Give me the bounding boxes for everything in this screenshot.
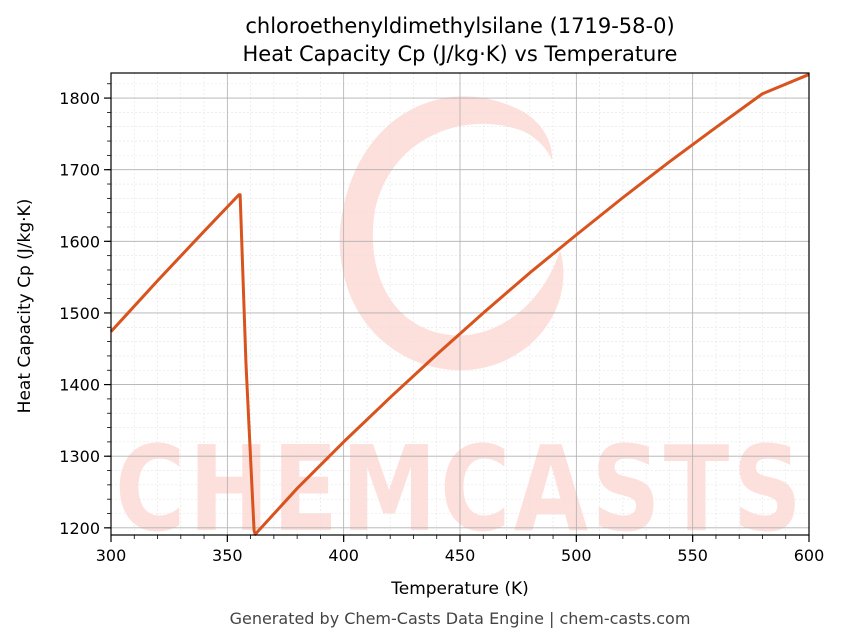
tick-labels: 300 350 400 450 500 550 600 1200 1300 1400 1500 160… <box>59 89 824 565</box>
x-tick-label: 450 <box>445 546 476 565</box>
y-tick-label: 1700 <box>59 161 100 180</box>
series-line <box>109 73 810 536</box>
x-tick-label: 600 <box>794 546 825 565</box>
axis-ticks <box>104 83 810 542</box>
y-tick-label: 1300 <box>59 447 100 466</box>
y-tick-label: 1800 <box>59 89 100 108</box>
x-axis-label: Temperature (K) <box>390 579 529 599</box>
watermark-swirl-icon <box>339 96 564 371</box>
x-tick-label: 400 <box>328 546 359 565</box>
chart-title: chloroethenyldimethylsilane (1719-58-0) <box>245 14 674 38</box>
x-tick-label: 350 <box>212 546 243 565</box>
y-tick-label: 1200 <box>59 519 100 538</box>
y-axis-label: Heat Capacity Cp (J/kg·K) <box>15 199 35 414</box>
y-tick-label: 1500 <box>59 304 100 323</box>
x-tick-label: 300 <box>96 546 127 565</box>
y-tick-label: 1600 <box>59 232 100 251</box>
x-tick-label: 500 <box>561 546 592 565</box>
x-tick-label: 550 <box>677 546 708 565</box>
y-tick-label: 1400 <box>59 376 100 395</box>
footer-credit: Generated by Chem-Casts Data Engine | ch… <box>230 609 691 628</box>
chart-subtitle: Heat Capacity Cp (J/kg·K) vs Temperature <box>243 42 678 66</box>
